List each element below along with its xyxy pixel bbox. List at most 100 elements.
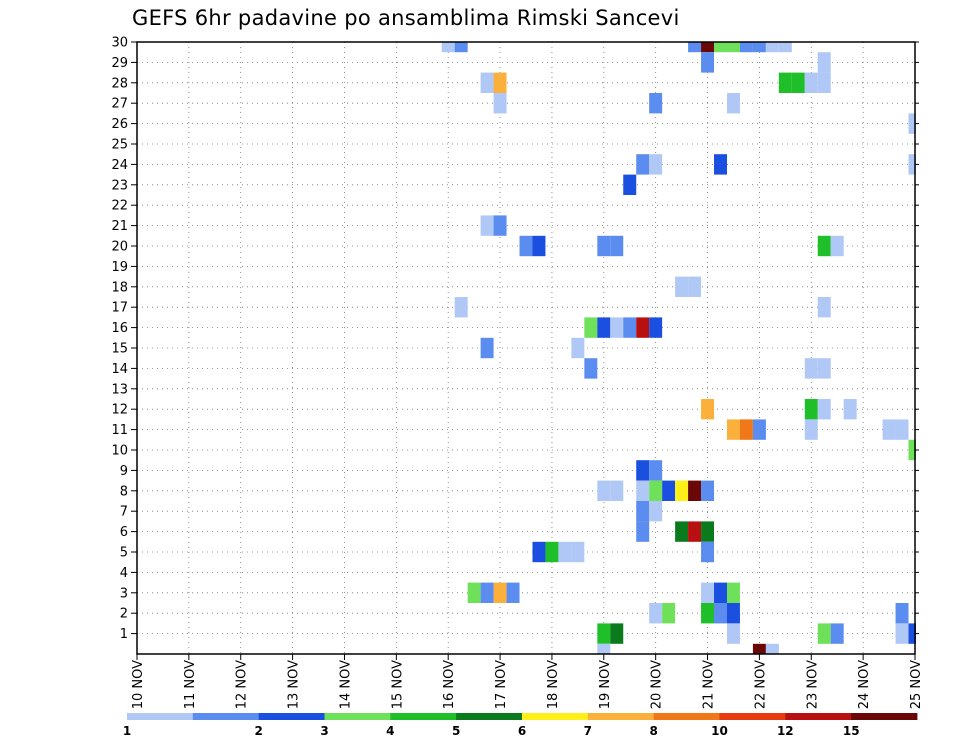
x-tick-label: 13 NOV [287, 660, 302, 709]
heatmap-cell [480, 215, 494, 236]
y-tick-label: 21 [111, 219, 128, 234]
heatmap-cell [882, 419, 896, 440]
heatmap-cell [493, 215, 507, 236]
heatmap-cell [908, 113, 916, 134]
heatmap-cell [623, 317, 637, 338]
heatmap-cell [726, 419, 740, 440]
heatmap-cell [817, 623, 831, 644]
heatmap-cell [830, 623, 844, 644]
y-tick-label: 7 [120, 505, 128, 520]
heatmap-cell [804, 358, 818, 379]
legend-label: 1 [123, 724, 131, 738]
heatmap-cell [662, 480, 676, 501]
y-tick-label: 15 [111, 342, 128, 357]
heatmap-cell [817, 297, 831, 318]
heatmap-cell [895, 419, 909, 440]
heatmap-cell [804, 72, 818, 93]
legend-swatch [456, 713, 523, 720]
y-tick-label: 12 [111, 403, 128, 418]
y-tick-label: 25 [111, 138, 128, 153]
legend-label: 8 [650, 724, 658, 738]
x-tick-label: 23 NOV [805, 660, 820, 709]
y-tick-label: 28 [111, 76, 128, 91]
legend-swatch [324, 713, 391, 720]
legend-swatch [390, 713, 457, 720]
y-tick-label: 16 [111, 321, 128, 336]
legend-swatch [653, 713, 720, 720]
y-tick-label: 17 [111, 301, 128, 316]
heatmap-cell [675, 276, 689, 297]
y-tick-label: 5 [120, 546, 128, 561]
heatmap-cell [636, 501, 650, 522]
heatmap-cell [701, 52, 715, 73]
y-tick-label: 18 [111, 280, 128, 295]
heatmap-cell [817, 72, 831, 93]
legend-label: 6 [518, 724, 526, 738]
heatmap-cell [636, 317, 650, 338]
heatmap-cell [804, 399, 818, 420]
x-tick-label: 19 NOV [598, 660, 613, 709]
legend-label: 15 [843, 724, 860, 738]
heatmap-cell [817, 399, 831, 420]
heatmap-cell [649, 501, 663, 522]
heatmap-cell [636, 460, 650, 481]
legend-swatch [785, 713, 852, 720]
heatmap-cell [791, 72, 805, 93]
y-tick-label: 20 [111, 240, 128, 255]
legend-swatch [192, 713, 260, 720]
legend-label: 5 [452, 724, 460, 738]
heatmap-cell [649, 460, 663, 481]
y-tick-label: 13 [111, 382, 128, 397]
heatmap-cell [584, 317, 598, 338]
heatmap-cell [584, 358, 598, 379]
heatmap-cell [493, 582, 507, 603]
y-tick-label: 2 [120, 607, 128, 622]
heatmap-cell [817, 235, 831, 257]
heatmap-cell [739, 42, 753, 53]
heatmap-cell [688, 276, 702, 297]
heatmap-cell [558, 541, 572, 563]
y-tick-label: 8 [120, 484, 128, 499]
x-tick-label: 15 NOV [390, 660, 405, 709]
heatmap-cell [532, 541, 546, 563]
y-tick-label: 14 [111, 362, 128, 377]
legend-label: 4 [386, 724, 394, 738]
heatmap-cell [895, 603, 909, 624]
heatmap-cell [701, 42, 715, 53]
heatmap-cell [597, 235, 611, 257]
heatmap-cell [597, 643, 611, 654]
heatmap-cell [895, 623, 909, 644]
heatmap-cell [649, 317, 663, 338]
heatmap-cell [649, 93, 663, 114]
heatmap-cell [610, 480, 624, 501]
legend-label: 7 [584, 724, 592, 738]
heatmap-cell [532, 235, 546, 257]
legend-label: 12 [777, 724, 794, 738]
heatmap-cell [480, 582, 494, 603]
heatmap-cell [765, 42, 779, 53]
color-legend: 1 2 3 4 5 6 7 8 10 12 15 [123, 713, 918, 738]
x-tick-label: 24 NOV [857, 660, 872, 709]
axes: 1234567891011121314151617181920212223242… [111, 36, 924, 710]
heatmap-cell [597, 317, 611, 338]
x-tick-label: 10 NOV [131, 660, 146, 709]
heatmap-cell [714, 603, 727, 624]
heatmap-cell [597, 480, 611, 501]
y-tick-label: 4 [120, 566, 128, 581]
heatmap-cell [714, 582, 727, 603]
heatmap-cell [467, 582, 481, 603]
y-tick-label: 1 [120, 627, 128, 642]
x-tick-label: 22 NOV [753, 660, 768, 709]
heatmap-cell [752, 42, 766, 53]
heatmap-cell [493, 93, 507, 114]
y-tick-label: 19 [111, 260, 128, 275]
x-tick-label: 16 NOV [442, 660, 457, 709]
legend-swatch [851, 713, 918, 720]
heatmap-cell [726, 623, 740, 644]
legend-label: 10 [711, 724, 728, 738]
x-tick-label: 20 NOV [650, 660, 665, 709]
x-tick-label: 18 NOV [546, 660, 561, 709]
cell-layer [441, 42, 916, 654]
heatmap-cell [480, 337, 494, 359]
legend-swatch [522, 713, 589, 720]
